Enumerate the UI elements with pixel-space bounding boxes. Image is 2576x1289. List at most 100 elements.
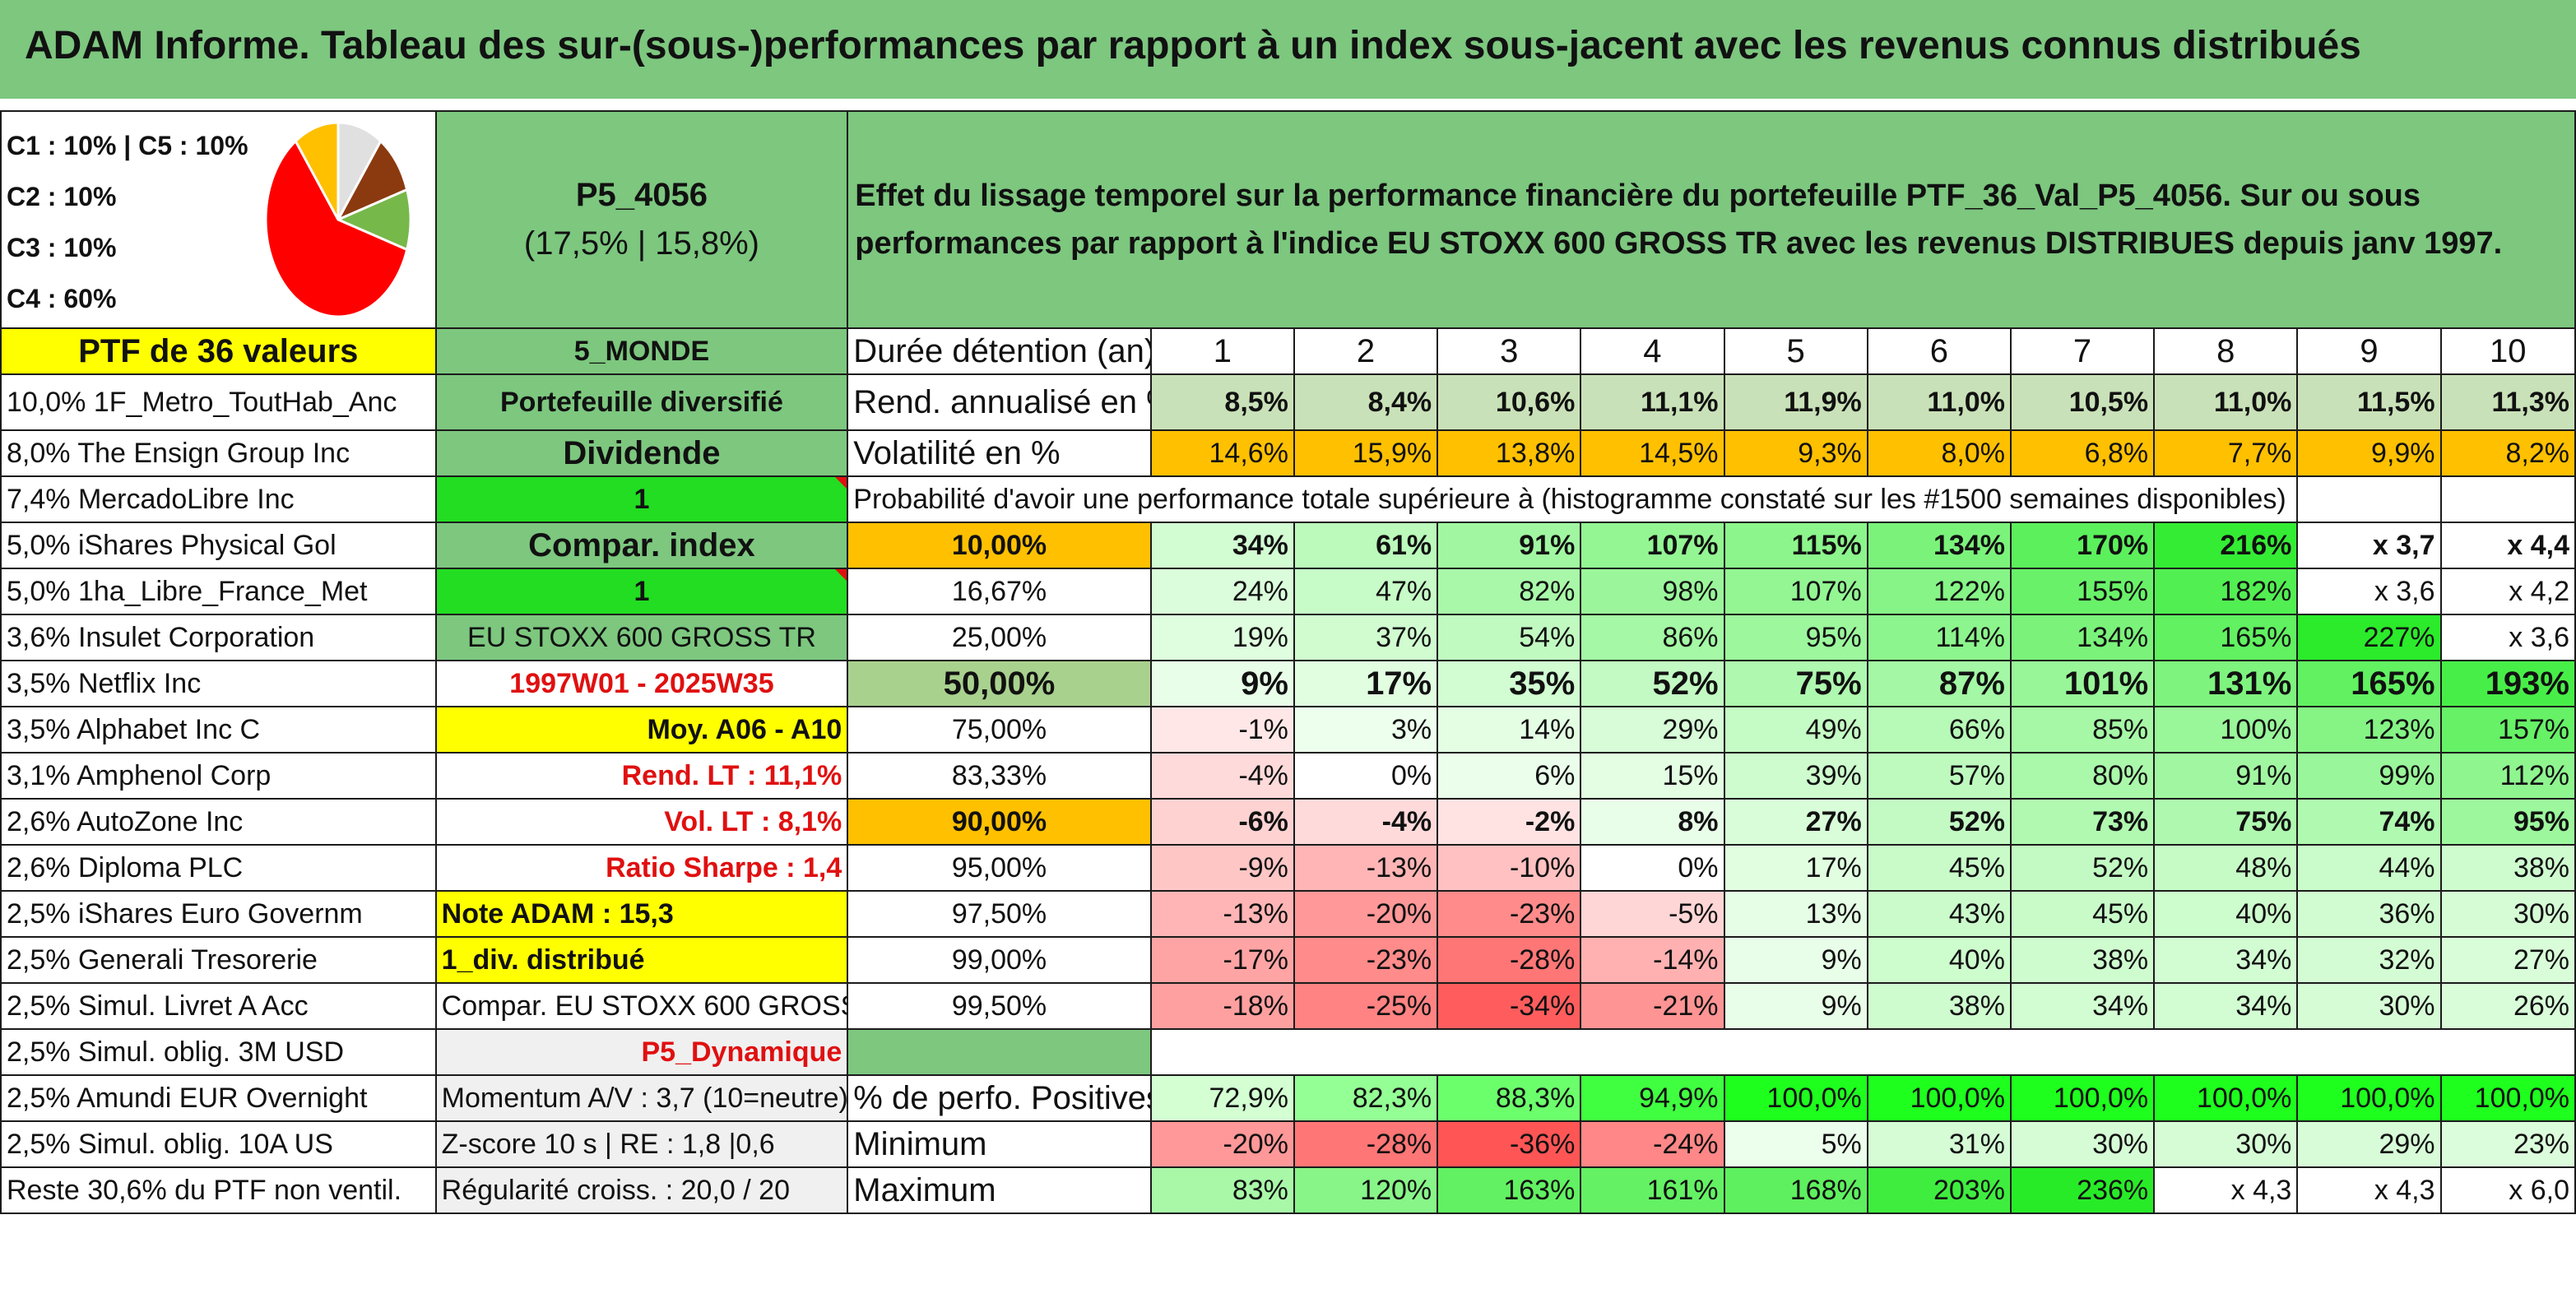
- table-row: 3,1% Amphenol Corp Rend. LT : 11,1% 83,33%…: [0, 752, 2576, 800]
- quantile-value: 216%: [2153, 522, 2299, 569]
- portfolio-size-label: PTF de 36 valeurs: [0, 327, 437, 375]
- quantile-value: 9%: [1723, 982, 1868, 1030]
- quantile-value: 6%: [1437, 752, 1582, 800]
- positive-value: 88,3%: [1437, 1074, 1582, 1122]
- quantile-value: x 4,4: [2439, 522, 2576, 569]
- pie-legend-item: C3 : 10%: [7, 233, 117, 262]
- quantile-value: 227%: [2296, 614, 2442, 661]
- quantile-value: 82%: [1437, 568, 1582, 615]
- quantile-value: 86%: [1580, 614, 1725, 661]
- quantile-value: 61%: [1293, 522, 1439, 569]
- rend-value: 11,3%: [2439, 373, 2576, 431]
- vol-label: Volatilité en %: [847, 429, 1152, 477]
- positive-value: 82,3%: [1293, 1074, 1439, 1122]
- holding-name: 2,5% Simul. oblig. 10A US: [0, 1120, 437, 1168]
- quantile-value: 37%: [1293, 614, 1439, 661]
- holding-name: 2,5% iShares Euro Governm: [0, 890, 437, 938]
- positive-value: 100,0%: [2009, 1074, 2156, 1122]
- quantile-value: 29%: [1580, 706, 1725, 753]
- quantile-value: 9%: [1149, 660, 1295, 707]
- quantile-value: -10%: [1437, 844, 1582, 892]
- quantile-label: 90,00%: [847, 798, 1152, 846]
- quantile-value: 91%: [1437, 522, 1582, 569]
- maximum-value: 236%: [2009, 1166, 2156, 1214]
- quantile-value: 134%: [2009, 614, 2156, 661]
- positive-value: 72,9%: [1149, 1074, 1295, 1122]
- quantile-value: 9%: [1723, 936, 1868, 984]
- quantile-label: 75,00%: [847, 706, 1152, 753]
- quantile-value: 80%: [2009, 752, 2156, 800]
- comment-marker-icon: [835, 478, 847, 489]
- portfolio-attribute: Régularité croiss. : 20,0 / 20: [434, 1166, 849, 1214]
- quantile-value: 112%: [2439, 752, 2576, 800]
- vol-value: 7,7%: [2153, 429, 2299, 477]
- holding-name: 3,5% Netflix Inc: [0, 660, 437, 707]
- quantile-value: 182%: [2153, 568, 2299, 615]
- quantile-value: -23%: [1293, 936, 1439, 984]
- minimum-label: Minimum: [847, 1120, 1152, 1168]
- portfolio-attribute: Compar. EU STOXX 600 GROSS TR: [434, 982, 849, 1030]
- quantile-label: 10,00%: [847, 522, 1152, 569]
- holding-name: 2,6% Diploma PLC: [0, 844, 437, 892]
- maximum-value: x 4,3: [2153, 1166, 2299, 1214]
- empty-cell: [1149, 1028, 2576, 1076]
- maximum-value: 120%: [1293, 1166, 1439, 1214]
- quantile-value: 75%: [1723, 660, 1868, 707]
- quantile-value: 52%: [1580, 660, 1725, 707]
- portfolio-name: P5_4056: [575, 177, 708, 213]
- portfolio-id-cell: P5_4056 (17,5% | 15,8%): [434, 110, 849, 329]
- minimum-value: -28%: [1293, 1120, 1439, 1168]
- table-row: 3,5% Netflix Inc 1997W01 - 2025W35 50,00% 9…: [0, 660, 2576, 707]
- quantile-value: 74%: [2296, 798, 2442, 846]
- portfolio-attribute: 1: [434, 568, 849, 615]
- table-row: PTF de 36 valeurs 5_MONDE Durée détention …: [0, 327, 2576, 375]
- rend-value: 8,4%: [1293, 373, 1439, 431]
- rend-value: 11,0%: [1866, 373, 2012, 431]
- quantile-value: 123%: [2296, 706, 2442, 753]
- vol-value: 15,9%: [1293, 429, 1439, 477]
- vol-value: 6,8%: [2009, 429, 2156, 477]
- table-row: 2,6% AutoZone Inc Vol. LT : 8,1% 90,00% -6%…: [0, 798, 2576, 846]
- vol-value: 8,2%: [2439, 429, 2576, 477]
- year-header: 9: [2296, 327, 2442, 375]
- year-header: 6: [1866, 327, 2012, 375]
- year-header: 1: [1149, 327, 1295, 375]
- table-row: 3,5% Alphabet Inc C Moy. A06 - A10 75,00% -…: [0, 706, 2576, 753]
- year-header: 10: [2439, 327, 2576, 375]
- quantile-value: 99%: [2296, 752, 2442, 800]
- minimum-value: 31%: [1866, 1120, 2012, 1168]
- quantile-value: -1%: [1149, 706, 1295, 753]
- vol-value: 14,5%: [1580, 429, 1725, 477]
- portfolio-description: Effet du lissage temporel sur la perform…: [847, 110, 2576, 329]
- maximum-value: 163%: [1437, 1166, 1582, 1214]
- quantile-value: -2%: [1437, 798, 1582, 846]
- maximum-value: x 6,0: [2439, 1166, 2576, 1214]
- rend-value: 11,9%: [1723, 373, 1868, 431]
- quantile-value: 30%: [2296, 982, 2442, 1030]
- report-grid: C1 : 10% | C5 : 10% C2 : 10% C3 : 10% C4…: [0, 110, 2576, 1289]
- year-header: 3: [1437, 327, 1582, 375]
- quantile-value: 95%: [2439, 798, 2576, 846]
- quantile-value: 134%: [1866, 522, 2012, 569]
- holding-name: 2,5% Generali Tresorerie: [0, 936, 437, 984]
- year-header: 5: [1723, 327, 1868, 375]
- quantile-value: 85%: [2009, 706, 2156, 753]
- portfolio-attribute: Vol. LT : 8,1%: [434, 798, 849, 846]
- minimum-value: 5%: [1723, 1120, 1868, 1168]
- quantile-value: -13%: [1293, 844, 1439, 892]
- maximum-value: 161%: [1580, 1166, 1725, 1214]
- performance-table: C1 : 10% | C5 : 10% C2 : 10% C3 : 10% C4…: [0, 110, 2576, 1214]
- positive-value: 100,0%: [2153, 1074, 2299, 1122]
- minimum-value: 29%: [2296, 1120, 2442, 1168]
- quantile-label: 83,33%: [847, 752, 1152, 800]
- positive-label: % de perfo. Positives: [847, 1074, 1152, 1122]
- portfolio-stats: (17,5% | 15,8%): [523, 225, 759, 262]
- portfolio-attribute: Compar. index: [434, 522, 849, 569]
- positive-value: 94,9%: [1580, 1074, 1725, 1122]
- portfolio-attribute: Note ADAM : 15,3: [434, 890, 849, 938]
- quantile-value: 165%: [2296, 660, 2442, 707]
- quantile-value: 107%: [1723, 568, 1868, 615]
- quantile-value: -14%: [1580, 936, 1725, 984]
- quantile-value: -6%: [1149, 798, 1295, 846]
- empty-cell: [2296, 475, 2442, 523]
